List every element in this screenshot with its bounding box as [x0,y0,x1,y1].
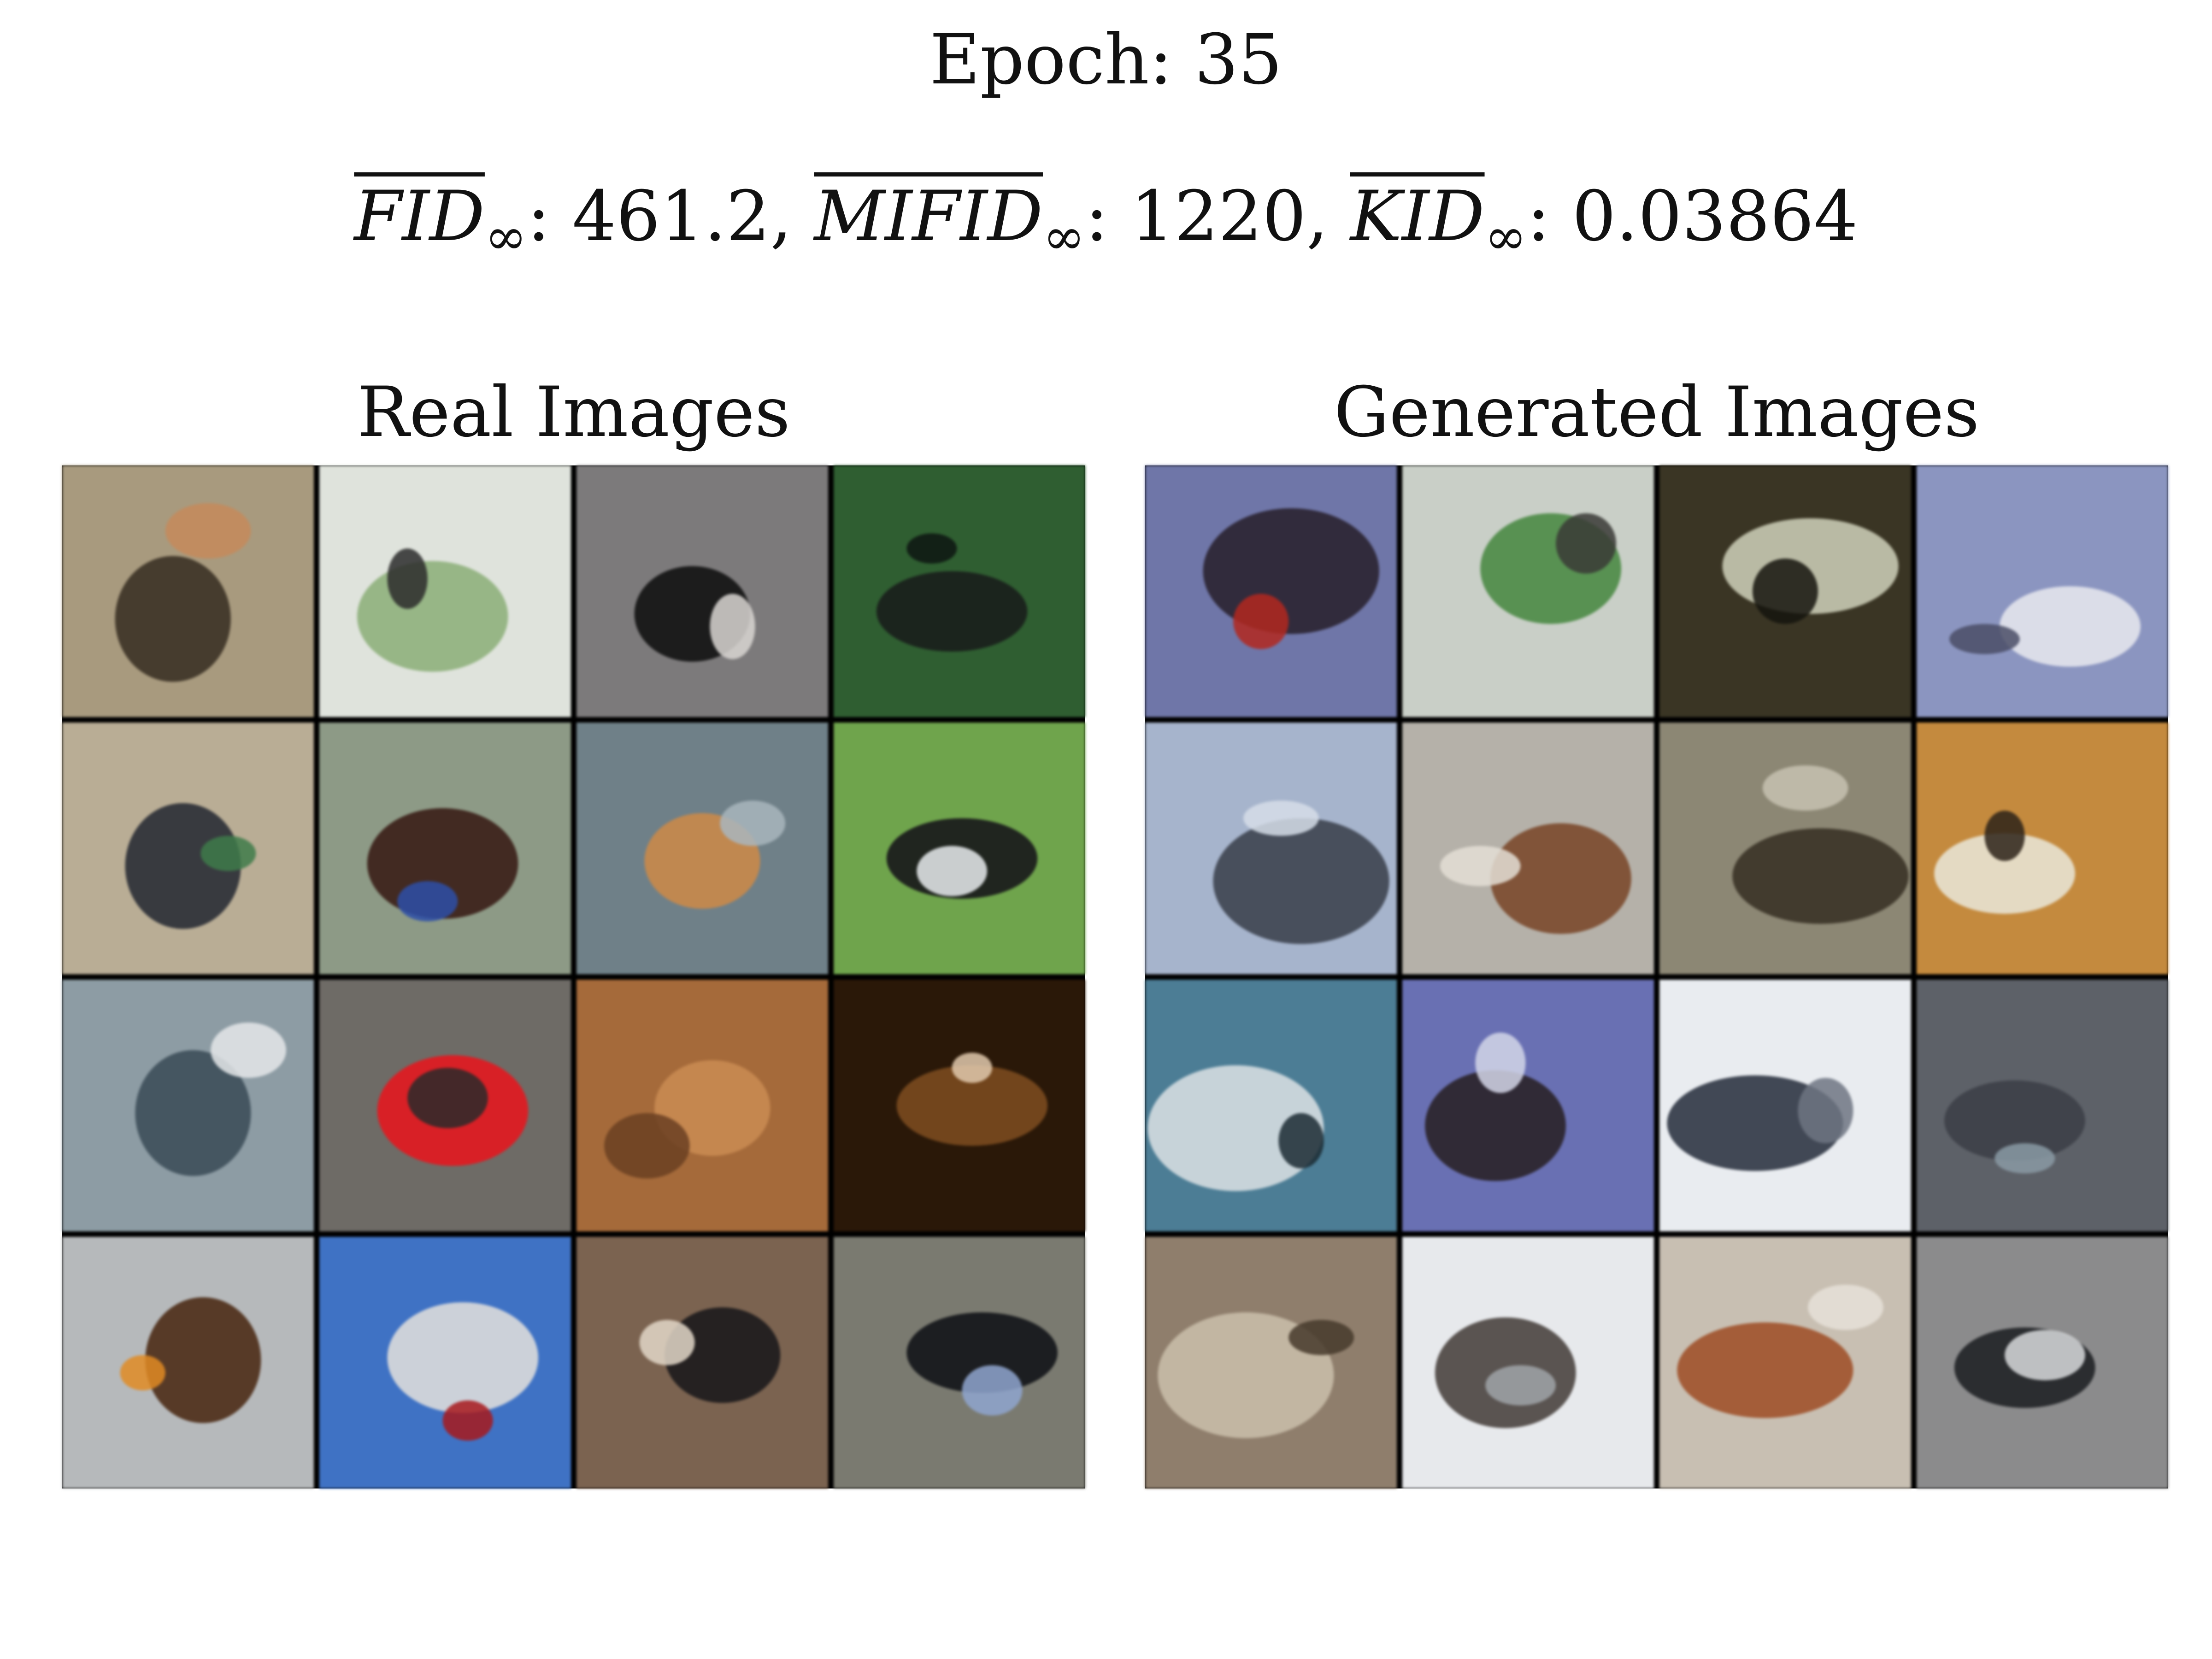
real-image-tile [62,465,314,717]
real-image-tile [834,723,1085,974]
real-image-tile [577,1237,828,1488]
generated-image-tile [1145,723,1397,974]
fid-metric-value: : 461.2, [527,176,814,257]
generated-images-panel: Generated Images [1145,369,2168,1488]
mifid-metric-value: : 1220, [1085,176,1350,257]
generated-image-tile [1917,980,2168,1231]
epoch-title: Epoch: 35 [930,20,1282,100]
generated-image-tile [1402,723,1654,974]
generated-image-tile [1659,1237,1911,1488]
real-image-tile [577,465,828,717]
fid-metric-subscript: ∞ [484,207,527,266]
generated-image-tile [1659,465,1911,717]
mifid-metric-subscript: ∞ [1042,207,1085,266]
metrics-line: FID∞: 461.2, MIFID∞: 1220, KID∞: 0.03864 [0,166,2212,287]
generated-image-tile [1659,980,1911,1231]
real-image-tile [577,980,828,1231]
real-image-tile [62,723,314,974]
real-image-tile [834,980,1085,1231]
real-image-tile [319,723,571,974]
real-image-tile [319,980,571,1231]
generated-image-tile [1659,723,1911,974]
real-image-tile [62,1237,314,1488]
kid-metric-subscript: ∞ [1484,207,1527,266]
real-images-grid [62,465,1085,1488]
generated-image-tile [1917,465,2168,717]
kid-metric: KID∞: 0.03864 [1350,176,1858,266]
generated-image-tile [1402,980,1654,1231]
generated-image-tile [1402,1237,1654,1488]
generated-image-tile [1145,465,1397,717]
generated-image-tile [1402,465,1654,717]
real-images-panel: Real Images [62,369,1085,1488]
kid-metric-value: : 0.03864 [1527,176,1858,257]
real-image-tile [834,1237,1085,1488]
generated-image-tile [1917,723,2168,974]
fid-metric-name: FID [354,176,485,257]
generated-image-tile [1145,980,1397,1231]
real-image-tile [62,980,314,1231]
real-image-tile [319,1237,571,1488]
fid-metric: FID∞: 461.2, [354,176,814,266]
mifid-metric-name: MIFID [814,176,1043,257]
real-image-tile [319,465,571,717]
real-image-tile [577,723,828,974]
generated-images-grid [1145,465,2168,1488]
real-images-title: Real Images [357,372,790,453]
mifid-metric: MIFID∞: 1220, [814,176,1350,266]
real-image-tile [834,465,1085,717]
generated-images-title: Generated Images [1334,372,1980,453]
kid-metric-name: KID [1350,176,1485,257]
generated-image-tile [1917,1237,2168,1488]
generated-image-tile [1145,1237,1397,1488]
